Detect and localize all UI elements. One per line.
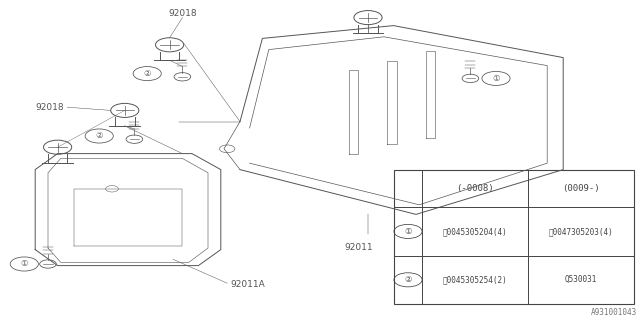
Text: ②: ② [143, 69, 151, 78]
Text: A931001043: A931001043 [591, 308, 637, 317]
Text: ⒓0045305204(4): ⒓0045305204(4) [443, 227, 508, 236]
Text: 92018: 92018 [35, 103, 64, 112]
Text: (-0008): (-0008) [456, 184, 494, 193]
Text: ②: ② [95, 132, 103, 140]
Text: Q530031: Q530031 [564, 275, 597, 284]
Text: ①: ① [20, 260, 28, 268]
Text: ①: ① [404, 227, 412, 236]
Text: 92011: 92011 [344, 243, 372, 252]
Text: (0009-): (0009-) [562, 184, 600, 193]
Bar [394, 170, 634, 304]
Text: ①: ① [492, 74, 500, 83]
Text: ⒓0045305254(2): ⒓0045305254(2) [443, 275, 508, 284]
Text: 92018: 92018 [168, 9, 196, 18]
Text: ②: ② [404, 275, 412, 284]
Text: 92011A: 92011A [230, 280, 265, 289]
Text: ⒓0047305203(4): ⒓0047305203(4) [548, 227, 613, 236]
